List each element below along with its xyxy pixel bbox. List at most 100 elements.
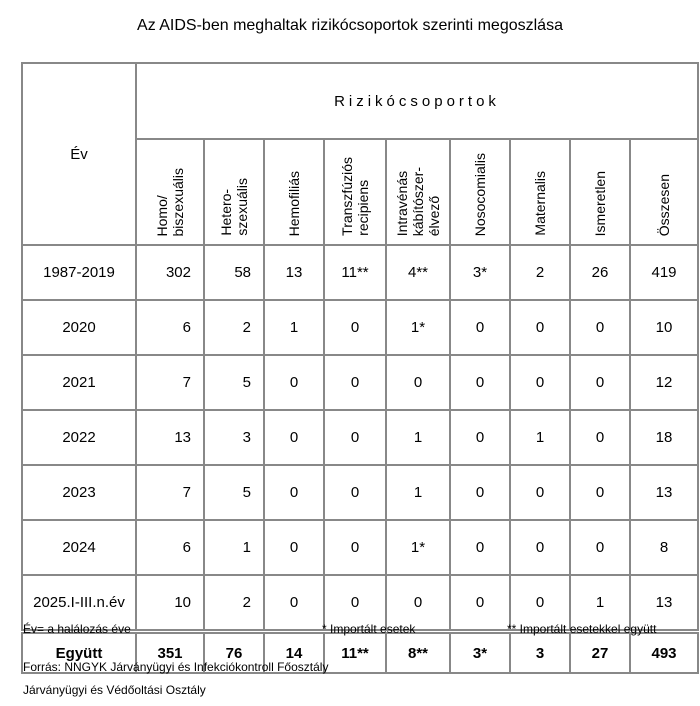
value-cell: 10 <box>629 299 699 356</box>
value-cell: 1* <box>385 519 451 576</box>
value-cell: 1 <box>509 409 571 466</box>
value-cell: 0 <box>323 299 387 356</box>
value-cell: 2 <box>203 299 265 356</box>
value-cell: 1 <box>569 574 631 633</box>
value-cell: 0 <box>263 409 325 466</box>
year-cell: 2021 <box>21 354 137 411</box>
value-cell: 0 <box>569 519 631 576</box>
value-cell: 0 <box>509 354 571 411</box>
table-row: 1987-2019 302 58 13 11** 4** 3* 2 26 419 <box>21 244 699 301</box>
value-cell: 26 <box>569 244 631 301</box>
table-row: 2022 13 3 0 0 1 0 1 0 18 <box>21 409 699 466</box>
value-cell: 0 <box>323 574 387 633</box>
value-cell: 18 <box>629 409 699 466</box>
value-cell: 0 <box>385 354 451 411</box>
year-cell: 2025.I-III.n.év <box>21 574 137 633</box>
year-cell: 1987-2019 <box>21 244 137 301</box>
value-cell: 0 <box>263 574 325 633</box>
value-cell: 0 <box>569 409 631 466</box>
total-row: Együtt 351 76 14 11** 8** 3* 3 27 493 <box>21 629 699 674</box>
value-cell: 0 <box>509 519 571 576</box>
value-cell: 351 <box>135 629 205 674</box>
year-cell: 2024 <box>21 519 137 576</box>
value-cell: 0 <box>263 464 325 521</box>
value-cell: 76 <box>203 629 265 674</box>
value-cell: 13 <box>263 244 325 301</box>
value-cell: 0 <box>323 519 387 576</box>
value-cell: 6 <box>135 519 205 576</box>
value-cell: 4** <box>385 244 451 301</box>
value-cell: 11** <box>323 629 387 674</box>
table-row: 2021 7 5 0 0 0 0 0 0 12 <box>21 354 699 411</box>
value-cell: 302 <box>135 244 205 301</box>
column-header: Maternalis <box>509 138 571 246</box>
value-cell: 2 <box>203 574 265 633</box>
value-cell: 13 <box>629 464 699 521</box>
column-header-line: biszexuális <box>170 167 186 236</box>
column-header-line: recipiens <box>355 179 371 236</box>
value-cell: 10 <box>135 574 205 633</box>
column-header: Ismeretlen <box>569 138 631 246</box>
value-cell: 14 <box>263 629 325 674</box>
value-cell: 1 <box>385 409 451 466</box>
value-cell: 5 <box>203 464 265 521</box>
value-cell: 419 <box>629 244 699 301</box>
column-header: Transzfúziós recipiens <box>323 138 387 246</box>
year-cell: 2022 <box>21 409 137 466</box>
column-header: Összesen <box>629 138 699 246</box>
year-cell: 2020 <box>21 299 137 356</box>
value-cell: 8 <box>629 519 699 576</box>
source-line-2: Járványügyi és Védőoltási Osztály <box>23 683 206 697</box>
column-header-line: élvező <box>426 195 442 236</box>
column-header-line: Maternalis <box>532 171 548 236</box>
value-cell: 2 <box>509 244 571 301</box>
table-row: 2023 7 5 0 0 1 0 0 0 13 <box>21 464 699 521</box>
value-cell: 0 <box>449 519 511 576</box>
value-cell: 0 <box>509 574 571 633</box>
year-cell: 2023 <box>21 464 137 521</box>
column-header-line: szexuális <box>234 178 250 236</box>
source-line-1: Forrás: NNGYK Járványügyi és Infekciókon… <box>23 660 329 674</box>
value-cell: 0 <box>569 354 631 411</box>
value-cell: 1* <box>385 299 451 356</box>
value-cell: 0 <box>449 299 511 356</box>
column-header-line: Ismeretlen <box>592 170 608 236</box>
value-cell: 0 <box>323 409 387 466</box>
value-cell: 0 <box>323 354 387 411</box>
value-cell: 3 <box>509 629 571 674</box>
year-cell: Együtt <box>21 629 137 674</box>
table-row: 2024 6 1 0 0 1* 0 0 0 8 <box>21 519 699 576</box>
value-cell: 3* <box>449 244 511 301</box>
table-row: 2020 6 2 1 0 1* 0 0 0 10 <box>21 299 699 356</box>
value-cell: 0 <box>509 299 571 356</box>
column-header: Hetero-szexuális <box>203 138 265 246</box>
column-header-line: Hemofiliás <box>286 170 302 236</box>
column-header: Hemofiliás <box>263 138 325 246</box>
column-header-line: Transzfúziós <box>339 157 355 236</box>
value-cell: 0 <box>449 354 511 411</box>
column-header-line: Nosocomialis <box>472 152 488 236</box>
column-header: Intravénás kábítószer-élvező <box>385 138 451 246</box>
value-cell: 13 <box>135 409 205 466</box>
value-cell: 0 <box>449 464 511 521</box>
value-cell: 7 <box>135 464 205 521</box>
group-header: Rizikócsoportok <box>135 62 699 140</box>
value-cell: 1 <box>203 519 265 576</box>
value-cell: 0 <box>263 354 325 411</box>
value-cell: 58 <box>203 244 265 301</box>
value-cell: 6 <box>135 299 205 356</box>
risk-group-table: Év Rizikócsoportok Homo/biszexuális Heter… <box>21 62 699 674</box>
value-cell: 8** <box>385 629 451 674</box>
year-header: Év <box>21 62 137 246</box>
page-title: Az AIDS-ben meghaltak rizikócsoportok sz… <box>137 17 563 34</box>
column-header-line: Intravénás <box>394 170 410 236</box>
note-with-imported: ** Importált esetekkel együtt <box>507 622 657 636</box>
value-cell: 0 <box>323 464 387 521</box>
table-row: 2025.I-III.n.év 10 2 0 0 0 0 0 1 13 <box>21 574 699 633</box>
value-cell: 0 <box>569 299 631 356</box>
value-cell: 3 <box>203 409 265 466</box>
value-cell: 5 <box>203 354 265 411</box>
value-cell: 0 <box>385 574 451 633</box>
column-header-line: Összesen <box>656 173 672 236</box>
value-cell: 11** <box>323 244 387 301</box>
